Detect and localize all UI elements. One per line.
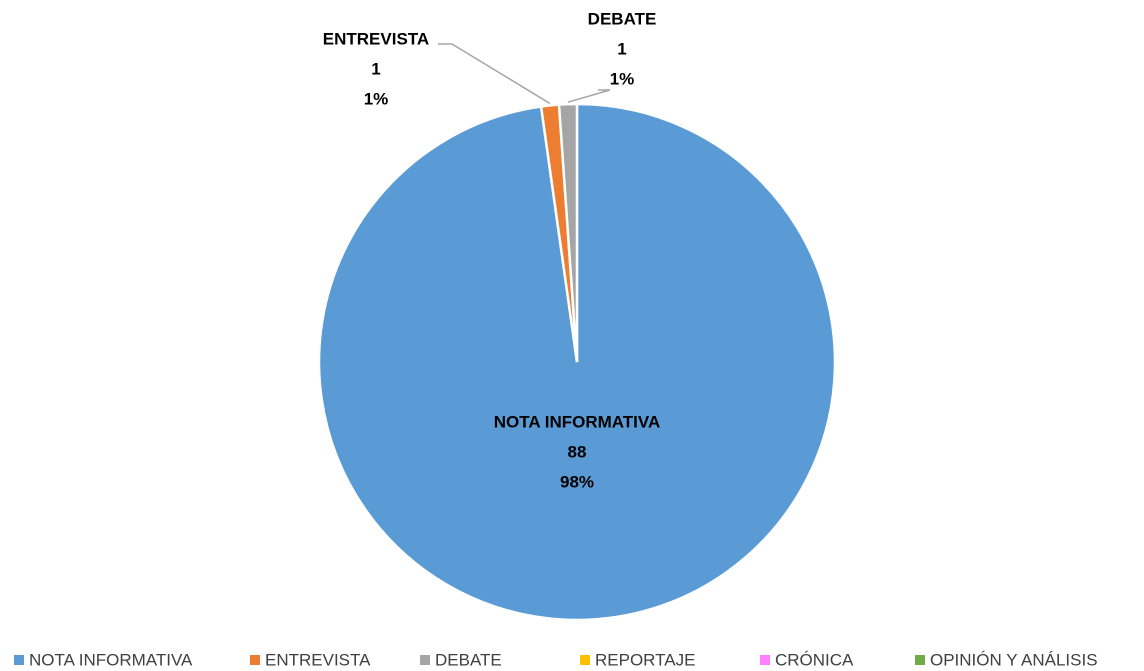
slice-label-value: 1 xyxy=(617,39,626,58)
leader-line xyxy=(567,89,611,103)
legend-label: REPORTAJE xyxy=(595,650,695,669)
slice-label-percent: 98% xyxy=(560,472,594,491)
legend-swatch xyxy=(760,655,770,665)
legend-swatch xyxy=(250,655,260,665)
slice-label-name: NOTA INFORMATIVA xyxy=(494,412,661,431)
legend-swatch xyxy=(14,655,24,665)
slice-label-value: 88 xyxy=(568,442,587,461)
legend-label: CRÓNICA xyxy=(775,650,854,669)
legend-swatch xyxy=(580,655,590,665)
leader-line xyxy=(438,43,551,105)
legend-label: DEBATE xyxy=(435,650,502,669)
legend-swatch xyxy=(420,655,430,665)
slice-label-percent: 1% xyxy=(610,69,635,88)
slice-label-name: ENTREVISTA xyxy=(323,29,429,48)
slice-label-value: 1 xyxy=(371,59,380,78)
legend-label: OPINIÓN Y ANÁLISIS xyxy=(930,650,1098,669)
slice-label-percent: 1% xyxy=(364,89,389,108)
legend-swatch xyxy=(915,655,925,665)
legend-label: ENTREVISTA xyxy=(265,650,371,669)
pie-slice xyxy=(557,102,579,363)
legend-label: NOTA INFORMATIVA xyxy=(29,650,193,669)
slice-label-name: DEBATE xyxy=(588,9,657,28)
